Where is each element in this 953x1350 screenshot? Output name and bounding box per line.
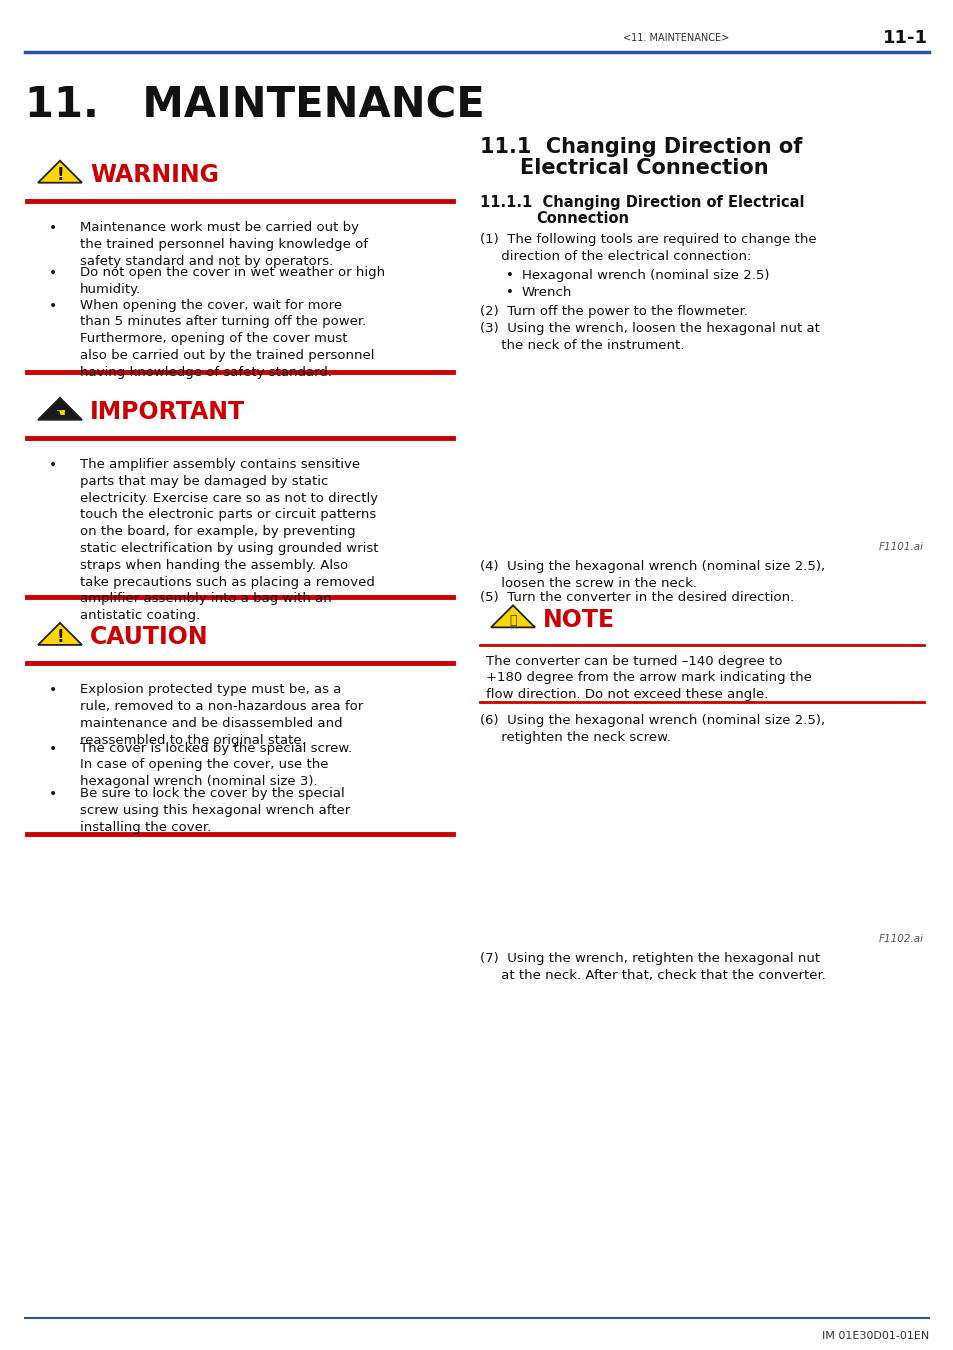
- Text: •: •: [505, 269, 514, 282]
- Text: The converter can be turned –140 degree to
+180 degree from the arrow mark indic: The converter can be turned –140 degree …: [485, 655, 811, 701]
- Text: (2)  Turn off the power to the flowmeter.: (2) Turn off the power to the flowmeter.: [479, 305, 747, 319]
- Text: IMPORTANT: IMPORTANT: [90, 400, 245, 424]
- Text: (1)  The following tools are required to change the
     direction of the electr: (1) The following tools are required to …: [479, 234, 816, 263]
- Polygon shape: [38, 398, 82, 420]
- Text: NOTE: NOTE: [542, 608, 615, 632]
- Text: CAUTION: CAUTION: [90, 625, 209, 649]
- Text: !: !: [56, 628, 64, 647]
- Text: (4)  Using the hexagonal wrench (nominal size 2.5),
     loosen the screw in the: (4) Using the hexagonal wrench (nominal …: [479, 560, 824, 590]
- Polygon shape: [38, 622, 82, 645]
- Text: The cover is locked by the special screw.
In case of opening the cover, use the
: The cover is locked by the special screw…: [80, 741, 352, 788]
- Text: 11-1: 11-1: [882, 28, 927, 47]
- Text: Hexagonal wrench (nominal size 2.5): Hexagonal wrench (nominal size 2.5): [521, 269, 769, 282]
- Text: ☚: ☚: [55, 408, 65, 418]
- Text: (6)  Using the hexagonal wrench (nominal size 2.5),
     retighten the neck scre: (6) Using the hexagonal wrench (nominal …: [479, 714, 824, 744]
- Text: •: •: [49, 298, 57, 313]
- Text: Connection: Connection: [536, 211, 628, 225]
- Polygon shape: [491, 605, 535, 628]
- Text: •: •: [505, 286, 514, 298]
- Text: ✋: ✋: [509, 614, 517, 628]
- Text: 11.1.1  Changing Direction of Electrical: 11.1.1 Changing Direction of Electrical: [479, 194, 803, 211]
- Bar: [479, 360, 928, 551]
- Text: •: •: [49, 266, 57, 281]
- Text: •: •: [49, 458, 57, 472]
- Text: Be sure to lock the cover by the special
screw using this hexagonal wrench after: Be sure to lock the cover by the special…: [80, 787, 350, 833]
- Text: •: •: [49, 683, 57, 697]
- Text: •: •: [49, 787, 57, 801]
- Text: (7)  Using the wrench, retighten the hexagonal nut
     at the neck. After that,: (7) Using the wrench, retighten the hexa…: [479, 952, 825, 981]
- Text: !: !: [56, 166, 64, 184]
- Text: (3)  Using the wrench, loosen the hexagonal nut at
     the neck of the instrume: (3) Using the wrench, loosen the hexagon…: [479, 323, 819, 352]
- Text: The amplifier assembly contains sensitive
parts that may be damaged by static
el: The amplifier assembly contains sensitiv…: [80, 458, 378, 622]
- Text: (5)  Turn the converter in the desired direction.: (5) Turn the converter in the desired di…: [479, 590, 794, 603]
- Text: Maintenance work must be carried out by
the trained personnel having knowledge o: Maintenance work must be carried out by …: [80, 221, 368, 267]
- Text: WARNING: WARNING: [90, 163, 219, 188]
- Text: IM 01E30D01-01EN: IM 01E30D01-01EN: [821, 1331, 928, 1341]
- Text: 11.   MAINTENANCE: 11. MAINTENANCE: [25, 84, 484, 126]
- Polygon shape: [38, 161, 82, 182]
- Text: F1101.ai: F1101.ai: [878, 543, 923, 552]
- Text: Electrical Connection: Electrical Connection: [519, 158, 768, 178]
- Text: Do not open the cover in wet weather or high
humidity.: Do not open the cover in wet weather or …: [80, 266, 385, 296]
- Text: Wrench: Wrench: [521, 286, 572, 298]
- Text: 11.1  Changing Direction of: 11.1 Changing Direction of: [479, 136, 801, 157]
- Text: •: •: [49, 221, 57, 235]
- Bar: [479, 752, 928, 942]
- Text: F1102.ai: F1102.ai: [878, 934, 923, 944]
- Text: When opening the cover, wait for more
than 5 minutes after turning off the power: When opening the cover, wait for more th…: [80, 298, 375, 379]
- Text: Explosion protected type must be, as a
rule, removed to a non-hazardous area for: Explosion protected type must be, as a r…: [80, 683, 363, 747]
- Text: <11. MAINTENANCE>: <11. MAINTENANCE>: [622, 32, 728, 43]
- Text: •: •: [49, 741, 57, 756]
